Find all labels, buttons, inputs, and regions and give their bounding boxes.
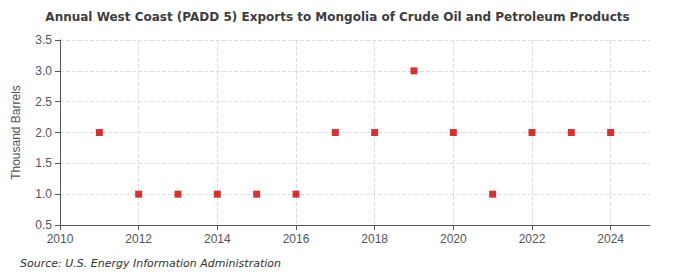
svg-text:2014: 2014 [204,232,231,246]
svg-text:1.0: 1.0 [35,187,52,201]
svg-text:Annual West Coast (PADD 5) Exp: Annual West Coast (PADD 5) Exports to Mo… [45,10,629,24]
svg-text:Thousand Barrels: Thousand Barrels [9,85,23,180]
svg-text:Source: U.S. Energy Informatio: Source: U.S. Energy Information Administ… [20,257,281,270]
svg-text:0.5: 0.5 [35,218,52,232]
svg-text:3.5: 3.5 [35,33,52,47]
svg-text:2020: 2020 [440,232,467,246]
svg-text:2010: 2010 [47,232,74,246]
svg-text:2018: 2018 [361,232,388,246]
svg-text:2022: 2022 [519,232,546,246]
svg-text:3.0: 3.0 [35,64,52,78]
svg-text:2.0: 2.0 [35,126,52,140]
svg-text:1.5: 1.5 [35,156,52,170]
svg-text:2016: 2016 [283,232,310,246]
svg-text:2012: 2012 [125,232,152,246]
svg-text:2.5: 2.5 [35,95,52,109]
svg-text:2024: 2024 [597,232,624,246]
